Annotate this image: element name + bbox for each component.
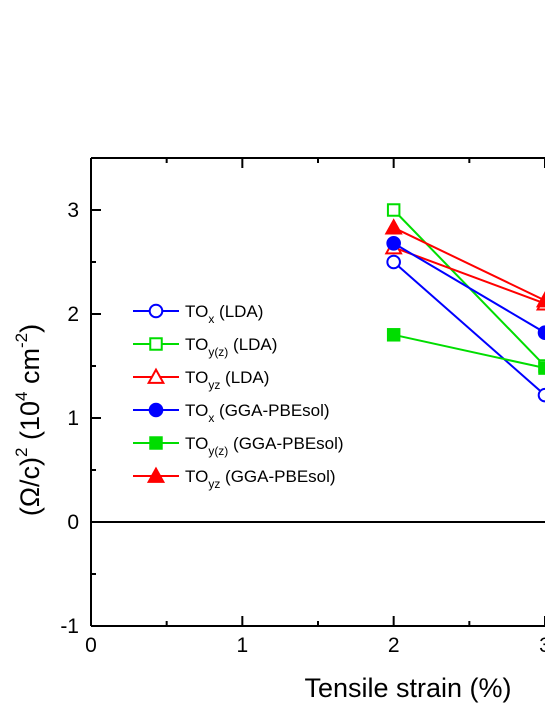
- legend-marker: [148, 402, 164, 418]
- legend-item-6: TOyz (GGA-PBEsol): [133, 466, 336, 491]
- series-line-6: [393, 226, 545, 302]
- x-tick-label: 2: [388, 634, 400, 657]
- plot-area: [91, 203, 545, 523]
- legend: TOx (LDA) TOy(z) (LDA) TOyz (LDA) TOx (GGA-…: [133, 302, 344, 491]
- legend-marker: [146, 367, 166, 384]
- axes: 0 1 2 3 -1 0 1 2 3: [60, 157, 545, 657]
- data-point-1-2: [537, 387, 545, 403]
- y-tick-label: 0: [67, 511, 79, 534]
- data-point-2-1: [386, 203, 401, 217]
- series-line-5: [393, 333, 545, 370]
- y-tick-label: 1: [67, 407, 79, 430]
- legend-marker: [146, 466, 166, 483]
- data-point-4-1: [386, 235, 401, 251]
- legend-label: TOx (LDA): [185, 302, 263, 326]
- legend-label: TOy(z) (LDA): [185, 335, 277, 359]
- series-line-3: [393, 246, 545, 305]
- data-point-5-1: [386, 328, 401, 342]
- legend-item-1: TOx (LDA): [133, 302, 263, 326]
- data-point-6-1: [384, 218, 403, 235]
- y-tick-label: 2: [67, 303, 79, 326]
- data-point-5-2: [538, 361, 545, 375]
- x-axis-title: Tensile strain (%): [304, 673, 511, 703]
- legend-item-4: TOx (GGA-PBEsol): [133, 401, 330, 425]
- legend-marker: [149, 436, 163, 450]
- series-line-4: [393, 242, 545, 334]
- legend-item-2: TOy(z) (LDA): [133, 335, 277, 359]
- legend-item-3: TOyz (LDA): [133, 367, 269, 392]
- y-tick-label: -1: [60, 615, 79, 638]
- series-line-1: [393, 261, 545, 396]
- x-tick-label: 0: [85, 634, 97, 657]
- legend-label: TOx (GGA-PBEsol): [185, 401, 330, 425]
- legend-label: TOyz (GGA-PBEsol): [185, 467, 336, 491]
- data-point-1-1: [386, 254, 401, 270]
- legend-item-5: TOy(z) (GGA-PBEsol): [133, 434, 344, 458]
- data-point-6-2: [535, 291, 545, 308]
- legend-marker: [148, 303, 164, 319]
- legend-label: TOyz (LDA): [185, 368, 269, 392]
- x-tick-label: 1: [236, 634, 248, 657]
- y-axis-title: (Ω/c)2 (104 cm-2): [12, 324, 45, 516]
- y-tick-label: 3: [67, 199, 79, 222]
- plot-inner: [91, 203, 545, 523]
- legend-label: TOy(z) (GGA-PBEsol): [185, 434, 344, 458]
- x-tick-label: 3: [539, 634, 545, 657]
- data-point-4-2: [537, 325, 545, 341]
- legend-marker: [149, 337, 163, 351]
